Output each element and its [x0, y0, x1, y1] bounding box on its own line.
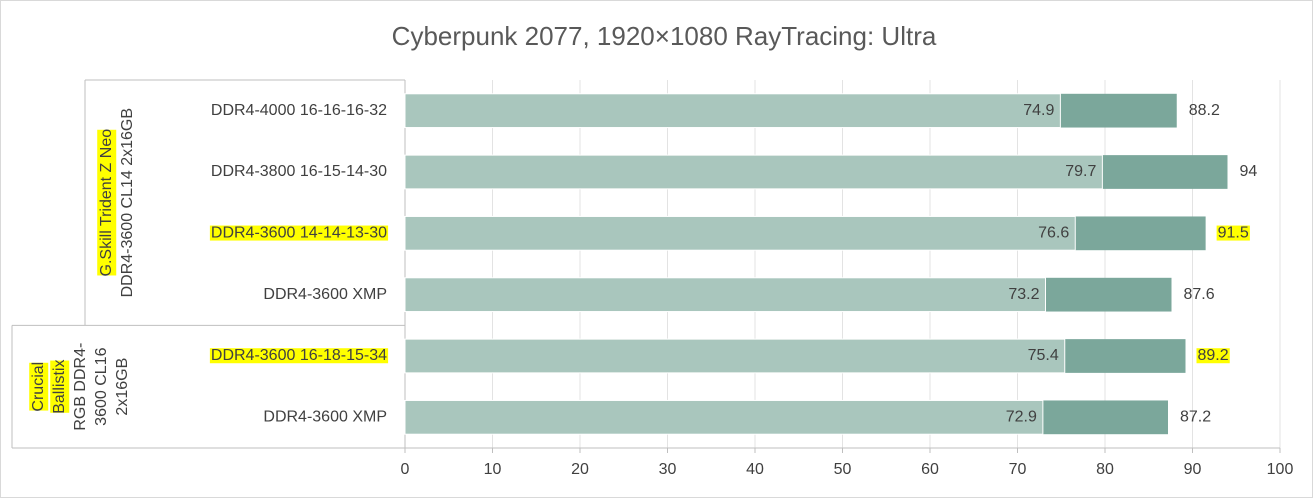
- value-label: 72.9: [1006, 409, 1037, 426]
- group-label: RGB DDR4-: [72, 343, 89, 431]
- group-label: 2x16GB: [114, 358, 131, 416]
- y-tick-label: DDR4-3600 XMP: [263, 286, 387, 303]
- x-tick-label: 90: [1184, 461, 1202, 478]
- x-tick-label: 50: [834, 461, 852, 478]
- value-label: 74.9: [1023, 102, 1054, 119]
- bar: [404, 215, 1076, 251]
- x-tick-label: 70: [1009, 461, 1027, 478]
- chart-title: Cyberpunk 2077, 1920×1080 RayTracing: Ul…: [392, 21, 937, 51]
- highlight: [97, 129, 117, 276]
- group-label: Crucial: [30, 362, 47, 412]
- group-label: DDR4-3600 CL14 2x16GB: [119, 108, 136, 297]
- value-label: 87.6: [1184, 286, 1215, 303]
- highlight: [29, 362, 49, 411]
- value-label: 73.2: [1008, 286, 1039, 303]
- bar: [404, 338, 1066, 374]
- x-tick-label: 30: [659, 461, 677, 478]
- highlight: [209, 225, 389, 241]
- value-label: 88.2: [1189, 102, 1220, 119]
- group-label: G.Skill Trident Z Neo: [98, 129, 115, 277]
- x-tick-label: 100: [1267, 461, 1294, 478]
- bar: [404, 154, 1103, 190]
- value-label: 87.2: [1180, 409, 1211, 426]
- x-tick-label: 0: [401, 461, 410, 478]
- highlight: [50, 360, 70, 413]
- group-label: Ballistix: [51, 360, 68, 414]
- y-tick-label: DDR4-3600 14-14-13-30: [211, 225, 387, 242]
- x-tick-label: 10: [484, 461, 502, 478]
- bar: [404, 93, 1061, 129]
- y-tick-label: DDR4-3600 XMP: [263, 409, 387, 426]
- value-label: 75.4: [1028, 347, 1059, 364]
- value-label: 91.5: [1218, 225, 1249, 242]
- value-label: 76.6: [1038, 225, 1069, 242]
- bar: [404, 399, 1044, 435]
- x-tick-label: 80: [1096, 461, 1114, 478]
- highlight: [1196, 348, 1230, 364]
- y-tick-label: DDR4-3800 16-15-14-30: [211, 163, 387, 180]
- y-tick-label: DDR4-3600 16-18-15-34: [211, 347, 387, 364]
- value-label: 89.2: [1198, 347, 1229, 364]
- x-tick-label: 20: [571, 461, 589, 478]
- x-tick-label: 40: [746, 461, 764, 478]
- value-label: 94: [1240, 163, 1258, 180]
- y-tick-label: DDR4-4000 16-16-16-32: [211, 102, 387, 119]
- value-label: 79.7: [1065, 163, 1096, 180]
- group-label: 3600 CL16: [93, 347, 110, 425]
- highlight: [209, 348, 389, 364]
- bar: [404, 277, 1046, 313]
- highlight: [1216, 225, 1250, 241]
- x-tick-label: 60: [921, 461, 939, 478]
